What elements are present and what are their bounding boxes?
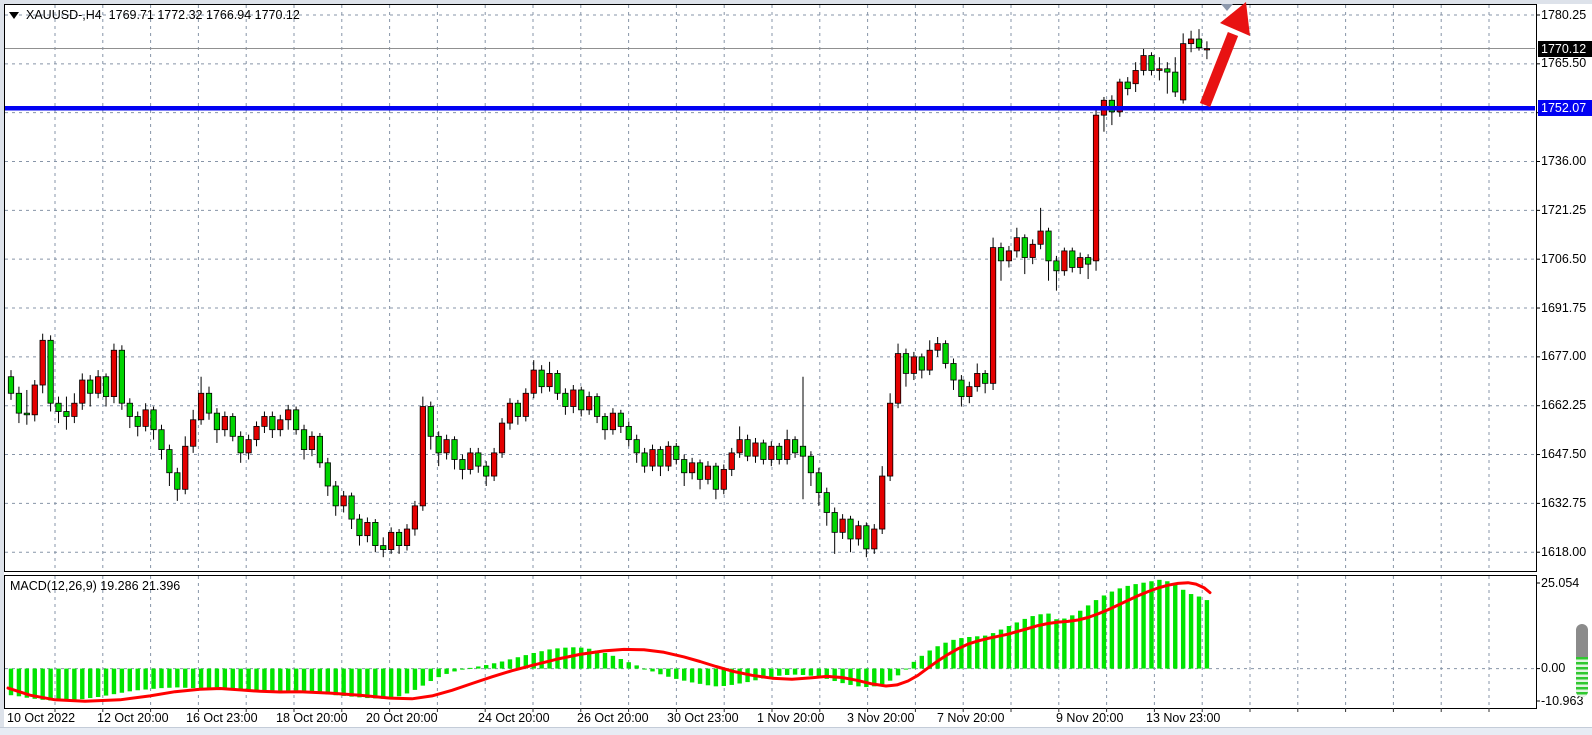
scrollbar-stripes [1576, 657, 1588, 697]
macd-indicator-label: MACD(12,26,9) 19.286 21.396 [10, 579, 181, 593]
price-axis-label: 1662.25 [1541, 398, 1587, 413]
price-axis-label: 1721.25 [1541, 202, 1587, 217]
price-axis-label: 1691.75 [1541, 300, 1587, 315]
date-axis-label: 12 Oct 20:00 [97, 711, 169, 725]
window-left-edge [0, 4, 4, 727]
price-axis-label: 1780.25 [1541, 7, 1587, 22]
price-axis-label: 1677.00 [1541, 349, 1587, 364]
date-axis-label: 1 Nov 20:00 [757, 711, 825, 725]
price-axis-label: 1647.50 [1541, 447, 1587, 462]
price-axis-label: 1736.00 [1541, 154, 1587, 168]
date-axis-label: 7 Nov 20:00 [937, 711, 1005, 725]
price-axis-label: 1632.75 [1541, 495, 1587, 510]
date-axis-label: 9 Nov 20:00 [1056, 711, 1124, 725]
chart-shift-marker-icon[interactable] [1221, 4, 1233, 11]
hline-price-tag: 1752.07 [1538, 100, 1592, 117]
main-chart-area[interactable] [4, 4, 1537, 572]
macd-axis-label: 25.054 [1541, 575, 1580, 590]
date-axis-label: 26 Oct 20:00 [577, 711, 649, 725]
window-top-edge [0, 0, 1592, 4]
chart-title-ohlc: 1769.71 1772.32 1766.94 1770.12 [108, 8, 300, 22]
price-axis-label: 1618.00 [1541, 544, 1587, 559]
date-axis-label: 30 Oct 23:00 [667, 711, 739, 725]
date-axis-label: 3 Nov 20:00 [847, 711, 915, 725]
price-axis-label: 1765.50 [1541, 56, 1587, 71]
status-strip [0, 727, 1592, 735]
symbol-dropdown-icon[interactable] [9, 12, 19, 20]
macd-axis-label: 0.00 [1541, 661, 1566, 676]
date-axis-label: 18 Oct 20:00 [276, 711, 348, 725]
date-axis-label: 20 Oct 20:00 [366, 711, 438, 725]
price-axis-label: 1706.50 [1541, 251, 1587, 266]
macd-indicator-panel[interactable] [4, 575, 1537, 709]
date-axis-label: 16 Oct 23:00 [186, 711, 258, 725]
current-price-tag: 1770.12 [1538, 40, 1592, 57]
date-axis-label: 24 Oct 20:00 [478, 711, 550, 725]
scrollbar-widget[interactable] [1576, 624, 1588, 697]
chart-title: XAUUSD-,H4 1769.71 1772.32 1766.94 1770.… [9, 8, 300, 22]
date-axis-label: 13 Nov 23:00 [1146, 711, 1221, 725]
date-axis-label: 10 Oct 2022 [7, 711, 76, 725]
macd-axis-label: -10.963 [1541, 693, 1584, 708]
chart-title-symbol: XAUUSD-,H4 [26, 8, 102, 22]
